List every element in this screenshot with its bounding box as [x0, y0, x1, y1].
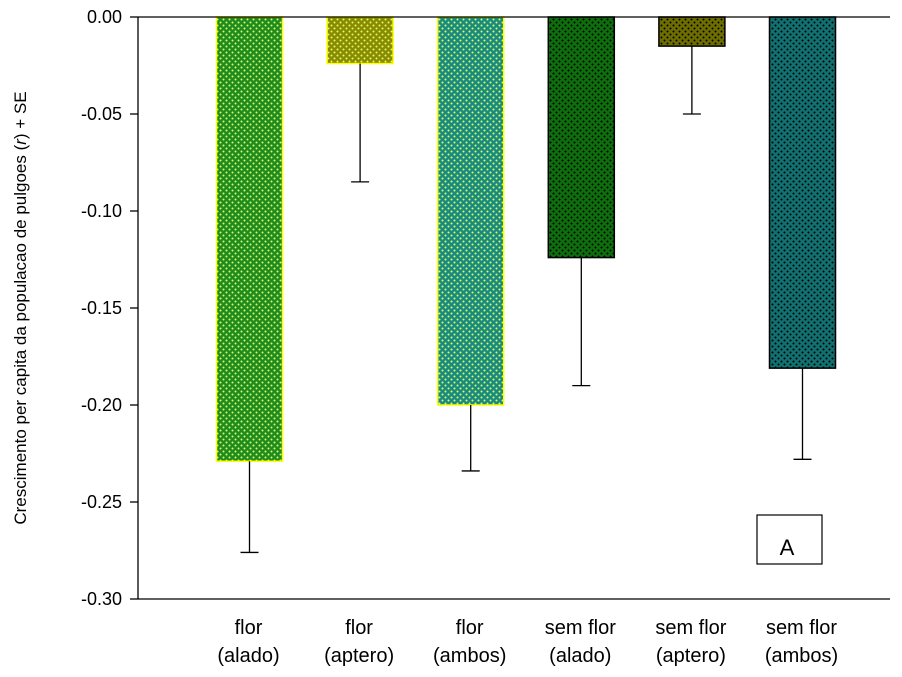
x-category-label-2: flor (aptero)	[324, 617, 394, 667]
y-tick-label: -0.05	[81, 104, 122, 124]
x-category-label-6: sem flor (ambos)	[765, 617, 838, 667]
y-tick-label: 0.00	[87, 7, 122, 27]
y-tick-label: -0.25	[81, 492, 122, 512]
y-ticks-group: 0.00 -0.05 -0.10 -0.15 -0.20 -0.25 -0.30	[81, 7, 138, 609]
x-labels-group: flor (alado) flor (aptero) flor (ambos) sem fl…	[217, 617, 838, 667]
x-category-label-1: flor (alado)	[217, 617, 279, 667]
y-tick-label: -0.15	[81, 298, 122, 318]
panel-label: A	[780, 535, 795, 560]
bar-1	[215, 16, 284, 463]
error-bars-group	[240, 46, 812, 554]
y-axis-label: Crescimento per capita da populacao de p…	[11, 91, 30, 524]
bar-5	[658, 16, 726, 47]
bar-3	[436, 16, 505, 406]
bar-4	[547, 16, 616, 259]
y-tick-label: -0.30	[81, 589, 122, 609]
y-tick-label: -0.10	[81, 201, 122, 221]
panel-label-frame	[756, 514, 823, 565]
bar-2	[326, 16, 394, 65]
x-category-label-4: sem flor (alado)	[545, 617, 616, 667]
y-tick-label: -0.20	[81, 395, 122, 415]
x-category-label-5: sem flor (aptero)	[655, 617, 726, 667]
panel-label-box: A	[756, 514, 823, 565]
x-category-label-3: flor (ambos)	[433, 617, 506, 667]
bar-6	[768, 16, 837, 369]
bars-group	[215, 16, 837, 463]
